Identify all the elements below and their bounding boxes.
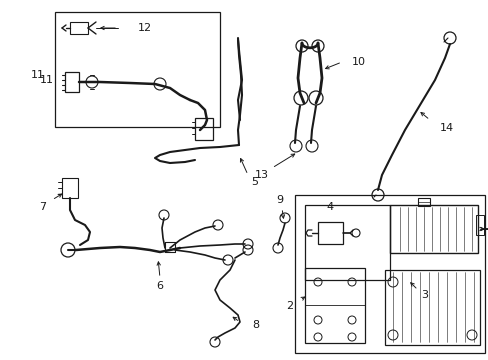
Bar: [305, 205, 389, 280]
Bar: [389, 205, 477, 253]
Bar: [317, 222, 342, 244]
Text: 12: 12: [138, 23, 152, 33]
Text: 2: 2: [286, 301, 293, 311]
Text: 13: 13: [254, 170, 268, 180]
Text: 7: 7: [40, 202, 46, 212]
Text: ─1: ─1: [483, 224, 488, 234]
Bar: [70, 22, 88, 34]
Text: 1: 1: [487, 224, 488, 234]
Bar: [195, 118, 213, 140]
Text: 8: 8: [251, 320, 259, 330]
Text: 3: 3: [421, 290, 427, 300]
Text: 5: 5: [251, 177, 258, 187]
Bar: [55, 12, 220, 127]
Text: 14: 14: [439, 123, 453, 133]
Bar: [475, 215, 483, 235]
Text: 10: 10: [351, 57, 365, 67]
Bar: [417, 198, 429, 206]
Bar: [65, 72, 79, 92]
Text: 4: 4: [326, 202, 333, 212]
Text: 11: 11: [40, 75, 54, 85]
Text: 6: 6: [156, 281, 163, 291]
Bar: [384, 270, 479, 345]
Bar: [62, 178, 78, 198]
Bar: [294, 195, 484, 353]
Bar: [305, 268, 364, 343]
Text: 9: 9: [276, 195, 283, 205]
Text: 11: 11: [31, 70, 45, 80]
